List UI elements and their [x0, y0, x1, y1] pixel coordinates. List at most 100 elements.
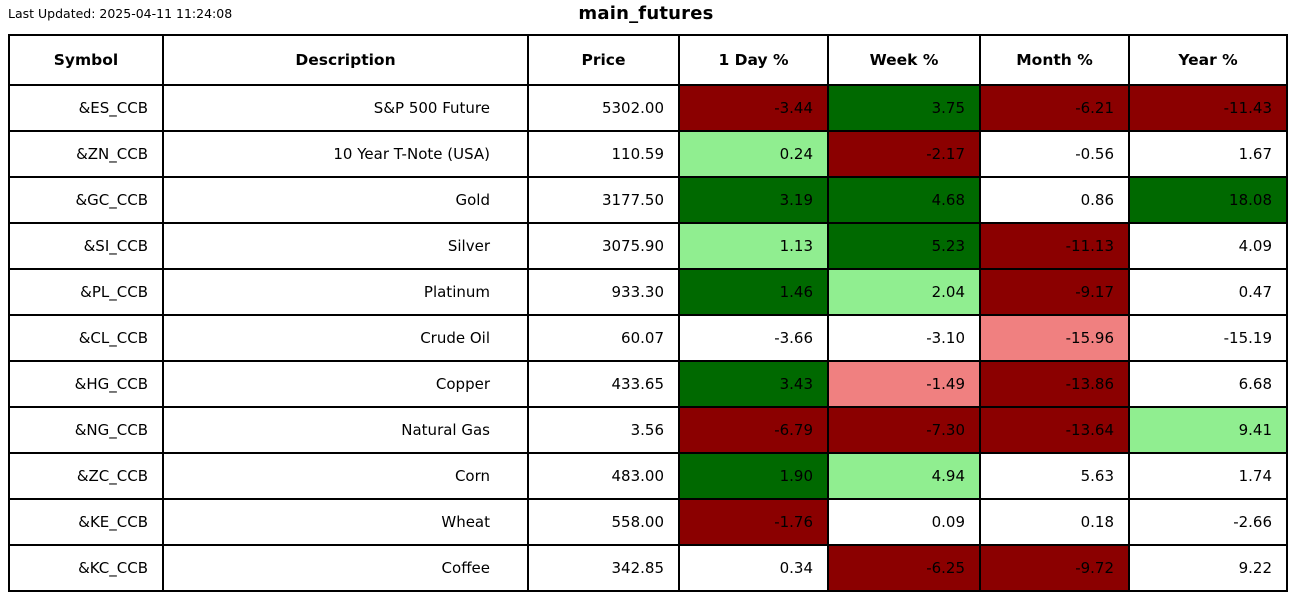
month-change-cell: 0.86 [979, 176, 1130, 224]
symbol-cell: &GC_CCB [8, 176, 164, 224]
week-change-cell: 0.09 [827, 498, 981, 546]
price-cell: 3075.90 [527, 222, 680, 270]
month-change-cell: -15.96 [979, 314, 1130, 362]
price-cell: 3177.50 [527, 176, 680, 224]
symbol-cell: &SI_CCB [8, 222, 164, 270]
table-row: &PL_CCB Platinum 933.30 1.46 2.04 -9.17 … [8, 268, 1288, 316]
price-cell: 3.56 [527, 406, 680, 454]
month-change-cell: -9.72 [979, 544, 1130, 592]
year-change-cell: 9.41 [1128, 406, 1288, 454]
day-change-cell: -3.44 [678, 84, 829, 132]
description-cell: Copper [162, 360, 529, 408]
week-change-cell: -3.10 [827, 314, 981, 362]
table-row: &ES_CCB S&P 500 Future 5302.00 -3.44 3.7… [8, 84, 1288, 132]
last-updated-timestamp: Last Updated: 2025-04-11 11:24:08 [8, 6, 233, 21]
week-change-cell: 2.04 [827, 268, 981, 316]
month-change-cell: -0.56 [979, 130, 1130, 178]
description-cell: Natural Gas [162, 406, 529, 454]
year-change-cell: -15.19 [1128, 314, 1288, 362]
symbol-cell: &ES_CCB [8, 84, 164, 132]
description-cell: Crude Oil [162, 314, 529, 362]
futures-table: Symbol Description Price 1 Day % Week % … [8, 34, 1288, 592]
week-change-cell: -7.30 [827, 406, 981, 454]
table-row: &ZN_CCB 10 Year T-Note (USA) 110.59 0.24… [8, 130, 1288, 178]
column-header-day: 1 Day % [678, 34, 829, 86]
symbol-cell: &KC_CCB [8, 544, 164, 592]
price-cell: 433.65 [527, 360, 680, 408]
column-header-month: Month % [979, 34, 1130, 86]
description-cell: Platinum [162, 268, 529, 316]
table-row: &NG_CCB Natural Gas 3.56 -6.79 -7.30 -13… [8, 406, 1288, 454]
day-change-cell: 1.90 [678, 452, 829, 500]
price-cell: 5302.00 [527, 84, 680, 132]
symbol-cell: &CL_CCB [8, 314, 164, 362]
price-cell: 933.30 [527, 268, 680, 316]
table-row: &SI_CCB Silver 3075.90 1.13 5.23 -11.13 … [8, 222, 1288, 270]
month-change-cell: -13.64 [979, 406, 1130, 454]
year-change-cell: 18.08 [1128, 176, 1288, 224]
table-row: &HG_CCB Copper 433.65 3.43 -1.49 -13.86 … [8, 360, 1288, 408]
month-change-cell: -11.13 [979, 222, 1130, 270]
description-cell: Coffee [162, 544, 529, 592]
day-change-cell: 1.13 [678, 222, 829, 270]
description-cell: Corn [162, 452, 529, 500]
day-change-cell: -6.79 [678, 406, 829, 454]
day-change-cell: 0.24 [678, 130, 829, 178]
day-change-cell: 0.34 [678, 544, 829, 592]
symbol-cell: &NG_CCB [8, 406, 164, 454]
week-change-cell: -6.25 [827, 544, 981, 592]
symbol-cell: &ZN_CCB [8, 130, 164, 178]
description-cell: S&P 500 Future [162, 84, 529, 132]
header-row: Symbol Description Price 1 Day % Week % … [8, 34, 1288, 86]
week-change-cell: 4.68 [827, 176, 981, 224]
month-change-cell: -9.17 [979, 268, 1130, 316]
column-header-symbol: Symbol [8, 34, 164, 86]
symbol-cell: &HG_CCB [8, 360, 164, 408]
description-cell: Silver [162, 222, 529, 270]
table-header: Symbol Description Price 1 Day % Week % … [8, 34, 1288, 86]
column-header-price: Price [527, 34, 680, 86]
month-change-cell: -6.21 [979, 84, 1130, 132]
year-change-cell: 4.09 [1128, 222, 1288, 270]
day-change-cell: 3.19 [678, 176, 829, 224]
week-change-cell: -2.17 [827, 130, 981, 178]
description-cell: Gold [162, 176, 529, 224]
week-change-cell: 4.94 [827, 452, 981, 500]
year-change-cell: -11.43 [1128, 84, 1288, 132]
price-cell: 342.85 [527, 544, 680, 592]
week-change-cell: 5.23 [827, 222, 981, 270]
table-row: &GC_CCB Gold 3177.50 3.19 4.68 0.86 18.0… [8, 176, 1288, 224]
description-cell: 10 Year T-Note (USA) [162, 130, 529, 178]
symbol-cell: &PL_CCB [8, 268, 164, 316]
day-change-cell: -1.76 [678, 498, 829, 546]
description-cell: Wheat [162, 498, 529, 546]
price-cell: 483.00 [527, 452, 680, 500]
column-header-week: Week % [827, 34, 981, 86]
table-row: &CL_CCB Crude Oil 60.07 -3.66 -3.10 -15.… [8, 314, 1288, 362]
week-change-cell: 3.75 [827, 84, 981, 132]
table-row: &ZC_CCB Corn 483.00 1.90 4.94 5.63 1.74 [8, 452, 1288, 500]
year-change-cell: -2.66 [1128, 498, 1288, 546]
year-change-cell: 1.74 [1128, 452, 1288, 500]
year-change-cell: 1.67 [1128, 130, 1288, 178]
column-header-year: Year % [1128, 34, 1288, 86]
week-change-cell: -1.49 [827, 360, 981, 408]
table-row: &KC_CCB Coffee 342.85 0.34 -6.25 -9.72 9… [8, 544, 1288, 592]
price-cell: 558.00 [527, 498, 680, 546]
year-change-cell: 6.68 [1128, 360, 1288, 408]
table-row: &KE_CCB Wheat 558.00 -1.76 0.09 0.18 -2.… [8, 498, 1288, 546]
page-title: main_futures [578, 3, 714, 24]
price-cell: 110.59 [527, 130, 680, 178]
year-change-cell: 0.47 [1128, 268, 1288, 316]
month-change-cell: -13.86 [979, 360, 1130, 408]
symbol-cell: &ZC_CCB [8, 452, 164, 500]
day-change-cell: -3.66 [678, 314, 829, 362]
day-change-cell: 1.46 [678, 268, 829, 316]
month-change-cell: 0.18 [979, 498, 1130, 546]
year-change-cell: 9.22 [1128, 544, 1288, 592]
column-header-description: Description [162, 34, 529, 86]
month-change-cell: 5.63 [979, 452, 1130, 500]
table-body: &ES_CCB S&P 500 Future 5302.00 -3.44 3.7… [8, 84, 1288, 592]
symbol-cell: &KE_CCB [8, 498, 164, 546]
